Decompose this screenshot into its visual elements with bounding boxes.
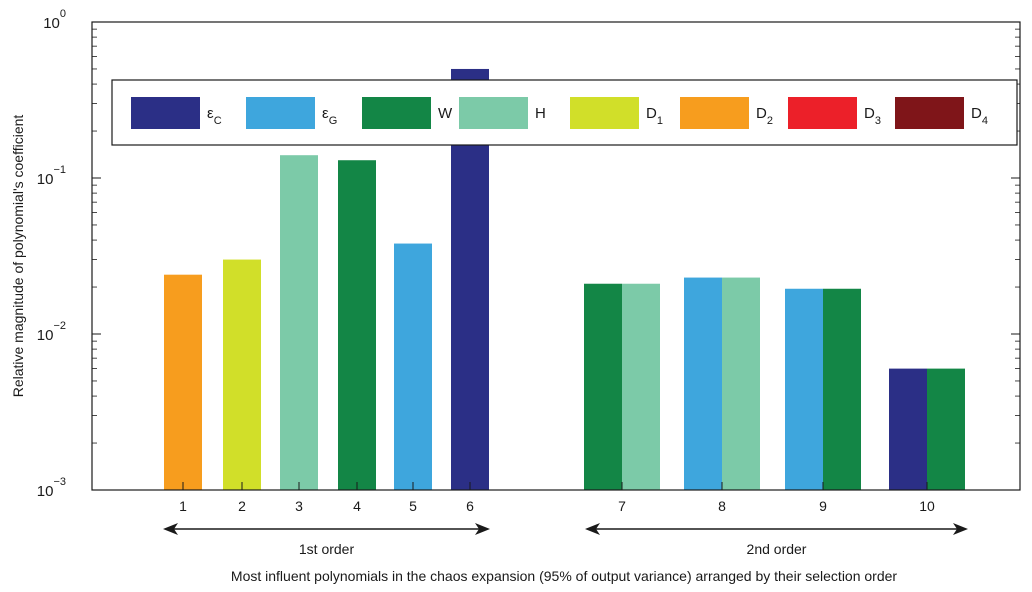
group-label: 1st order [299,541,355,557]
bar-8-H [722,277,760,490]
x-tick-label-7: 7 [618,498,626,514]
x-tick-label-10: 10 [919,498,935,514]
x-tick-label-4: 4 [353,498,361,514]
y-axis-label: Relative magnitude of polynomial's coeff… [10,115,26,398]
x-tick-label-5: 5 [409,498,417,514]
legend-swatch-eC [131,97,200,129]
legend-label-H: H [535,105,546,122]
legend-swatch-D3 [788,97,857,129]
bars-layer [164,68,965,490]
arrow-right-icon [475,523,490,535]
legend-swatch-W [362,97,431,129]
legend-swatch-D4 [895,97,964,129]
x-tick-label-3: 3 [295,498,303,514]
legend: εC εG W H D1 D2 D3 D4 [111,79,1018,146]
bar-4-W [338,160,376,490]
legend-label-W: W [438,105,453,122]
bar-7-H [622,283,660,490]
y-tick-label-−1: 10−1 [37,164,66,188]
legend-swatch-D1 [570,97,639,129]
bar-9-eG [785,288,823,490]
x-tick-label-6: 6 [466,498,474,514]
bar-1-D2 [164,274,202,490]
y-tick-label-−3: 10−3 [37,476,66,500]
bar-2-D1 [223,259,261,490]
x-tick-label-9: 9 [819,498,827,514]
legend-swatch-H [459,97,528,129]
x-axis: 1 2 3 4 5 6 7 8 9 10 [179,482,935,514]
arrow-left-icon [585,523,600,535]
bar-10-W [927,368,965,490]
bar-5-eG [394,243,432,490]
arrow-right-icon [953,523,968,535]
plot-frame [91,21,1021,491]
bar-10-eC [889,368,927,490]
bar-8-eG [684,277,722,490]
group-label: 2nd order [747,541,807,557]
y-tick-label-−2: 10−2 [37,320,66,344]
arrow-left-icon [163,523,178,535]
bar-3-H [280,155,318,490]
legend-swatch-D2 [680,97,749,129]
bar-7-W [584,283,622,490]
x-tick-label-1: 1 [179,498,187,514]
x-tick-label-2: 2 [238,498,246,514]
x-tick-label-8: 8 [718,498,726,514]
y-tick-label-0: 100 [43,8,66,32]
group-brackets: 1st order 2nd order [163,523,968,557]
x-axis-label: Most influent polynomials in the chaos e… [231,568,897,584]
legend-swatch-eG [246,97,315,129]
bar-9-W [823,288,861,490]
